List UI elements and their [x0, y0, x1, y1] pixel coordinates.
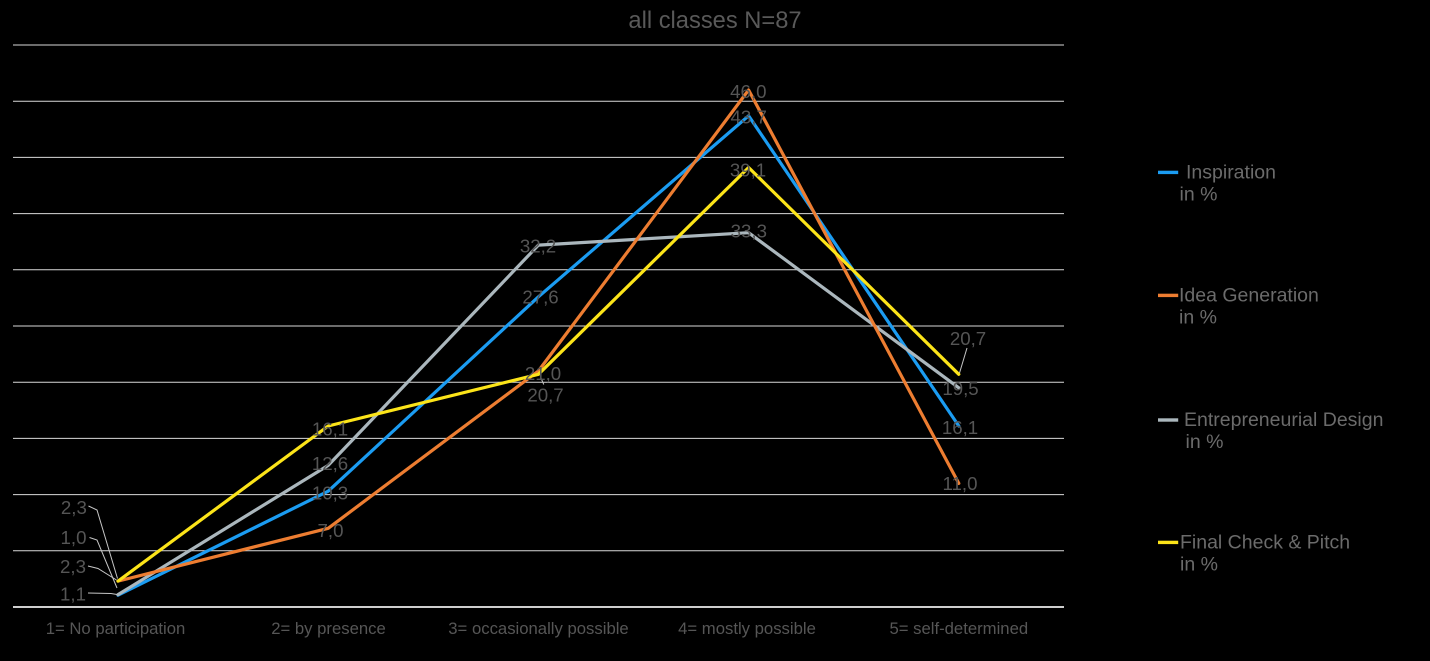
svg-text:43,7: 43,7 — [731, 106, 767, 127]
svg-text:39,1: 39,1 — [730, 160, 766, 181]
svg-text:1,1: 1,1 — [60, 583, 86, 604]
svg-text:in %: in % — [1186, 431, 1224, 453]
svg-text:5= self-determined: 5= self-determined — [889, 619, 1028, 638]
svg-text:Final Check & Pitch: Final Check & Pitch — [1180, 531, 1350, 553]
svg-text:2,3: 2,3 — [60, 556, 86, 577]
svg-text:10,3: 10,3 — [312, 482, 348, 503]
svg-text:Idea Generation: Idea Generation — [1179, 284, 1319, 306]
svg-text:32,2: 32,2 — [520, 235, 556, 256]
svg-text:1,0: 1,0 — [61, 527, 87, 548]
svg-text:in %: in % — [1180, 553, 1218, 575]
svg-text:16,1: 16,1 — [942, 417, 978, 438]
svg-text:7,0: 7,0 — [318, 520, 344, 541]
svg-text:19,5: 19,5 — [942, 378, 978, 399]
svg-text:Entrepreneurial Design: Entrepreneurial Design — [1184, 409, 1383, 431]
svg-text:Inspiration: Inspiration — [1186, 161, 1276, 183]
svg-text:12,6: 12,6 — [312, 453, 348, 474]
svg-text:1= No participation: 1= No participation — [46, 619, 186, 638]
svg-text:3= occasionally possible: 3= occasionally possible — [448, 619, 628, 638]
svg-text:11,0: 11,0 — [943, 473, 978, 494]
svg-text:all classes N=87: all classes N=87 — [628, 8, 801, 34]
svg-text:in %: in % — [1180, 183, 1218, 205]
svg-text:2,3: 2,3 — [61, 497, 87, 518]
svg-text:27,6: 27,6 — [522, 286, 558, 307]
svg-text:46,0: 46,0 — [730, 81, 766, 102]
svg-text:4= mostly possible: 4= mostly possible — [678, 619, 816, 638]
svg-text:33,3: 33,3 — [731, 220, 767, 241]
svg-text:in %: in % — [1179, 306, 1217, 328]
svg-text:16,1: 16,1 — [312, 418, 348, 439]
svg-text:21,0: 21,0 — [525, 363, 561, 384]
svg-text:20,7: 20,7 — [527, 384, 563, 405]
svg-text:20,7: 20,7 — [950, 328, 986, 349]
svg-text:2= by presence: 2= by presence — [271, 619, 386, 638]
